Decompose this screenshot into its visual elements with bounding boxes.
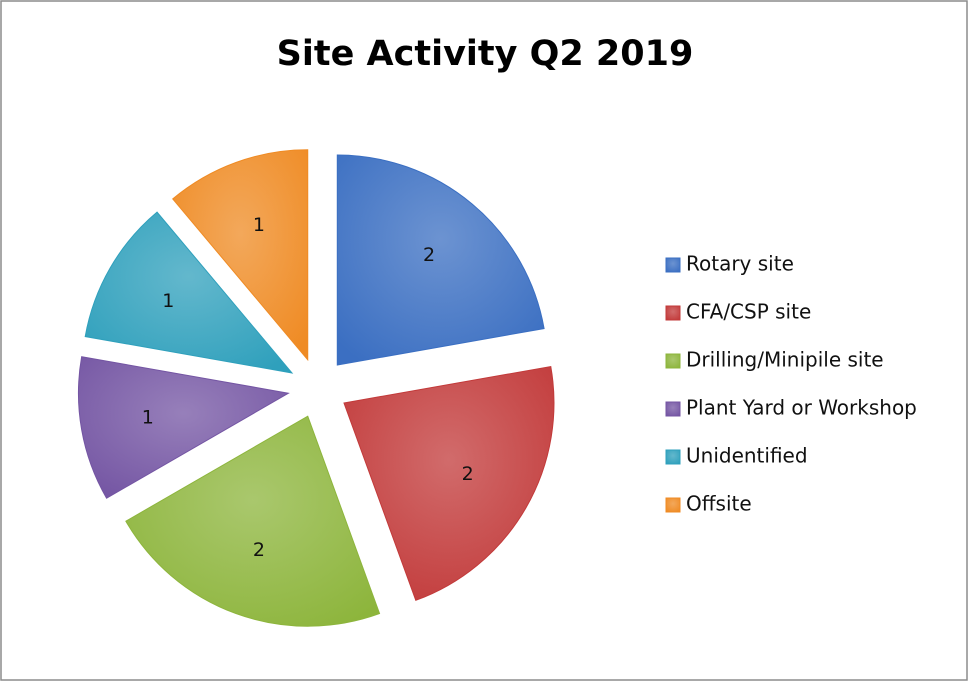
pie-slice xyxy=(172,149,309,362)
pie-slice xyxy=(336,154,545,366)
pie-slice xyxy=(77,356,290,499)
chart-title: Site Activity Q2 2019 xyxy=(277,34,694,74)
data-label: 2 xyxy=(423,244,435,266)
pie-slice xyxy=(343,365,555,601)
legend-label: Rotary site xyxy=(686,252,794,276)
data-label: 2 xyxy=(462,463,474,485)
data-label: 1 xyxy=(253,214,265,236)
legend-label: Unidentified xyxy=(686,444,808,468)
legend-swatch xyxy=(665,257,681,273)
pie-slice xyxy=(125,415,381,627)
legend-label: Offsite xyxy=(686,492,752,516)
legend-swatch xyxy=(665,401,681,417)
data-label: 2 xyxy=(253,539,265,561)
pie-slice xyxy=(84,211,294,374)
legend-swatch xyxy=(665,353,681,369)
legend-swatch xyxy=(665,497,681,513)
legend-label: Plant Yard or Workshop xyxy=(686,396,917,420)
legend-swatch xyxy=(665,305,681,321)
data-label: 1 xyxy=(162,290,174,312)
legend-label: Drilling/Minipile site xyxy=(686,348,884,372)
legend-label: CFA/CSP site xyxy=(686,300,811,324)
data-label: 1 xyxy=(142,407,154,429)
legend-swatch xyxy=(665,449,681,465)
